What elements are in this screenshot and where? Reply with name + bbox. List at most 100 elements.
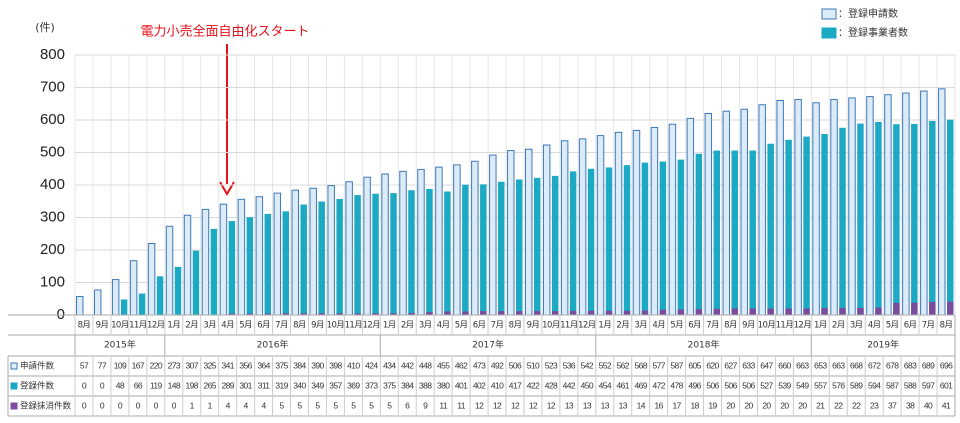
registered-bar — [282, 211, 289, 315]
registered-bar — [551, 175, 559, 315]
application-bar — [381, 173, 389, 316]
cancelled-bar — [408, 313, 415, 315]
table-cell: 5 — [279, 400, 284, 410]
application-bar — [327, 185, 335, 316]
registered-bar — [264, 213, 272, 315]
application-bar — [147, 243, 156, 316]
table-cell: 506 — [742, 380, 755, 390]
application-bar — [219, 203, 228, 316]
table-cell: 462 — [455, 360, 468, 370]
table-cell: 12 — [493, 400, 502, 410]
table-cell: 678 — [886, 360, 899, 370]
table-cell: 506 — [724, 380, 737, 390]
x-tick-label: 11月 — [345, 321, 363, 331]
cancelled-bar — [516, 311, 523, 315]
x-tick-label: 2月 — [616, 321, 629, 331]
y-tick-label: 500 — [40, 143, 65, 160]
table-cell: 390 — [311, 360, 324, 370]
cancelled-bar — [929, 302, 936, 315]
table-cell: 5 — [297, 400, 302, 410]
table-cell: 388 — [419, 380, 432, 390]
table-cell: 0 — [118, 400, 123, 410]
x-tick-label: 5月 — [670, 321, 683, 331]
x-tick-label: 9月 — [742, 321, 755, 331]
cancelled-bar — [821, 308, 828, 315]
registered-bar — [731, 150, 738, 315]
cancelled-bar — [857, 307, 864, 315]
table-cell: 375 — [275, 360, 288, 370]
table-cell: 357 — [329, 380, 342, 390]
application-bar — [291, 189, 299, 316]
x-tick-label: 6月 — [473, 321, 486, 331]
x-tick-label: 7月 — [275, 321, 288, 331]
application-bar — [255, 196, 264, 316]
cancelled-bar — [803, 308, 810, 315]
application-bar — [76, 295, 84, 316]
registered-bar — [246, 217, 254, 315]
x-tick-label: 9月 — [96, 321, 109, 331]
registered-bar — [569, 171, 577, 315]
application-bar — [866, 96, 874, 316]
y-tick-label: 700 — [40, 78, 65, 95]
table-cell: 663 — [832, 360, 845, 370]
cancelled-bar — [875, 307, 882, 315]
table-cell: 19 — [708, 400, 717, 410]
table-cell: 341 — [221, 360, 234, 370]
table-cell: 401 — [455, 380, 468, 390]
table-cell: 0 — [100, 380, 105, 390]
table-cell: 660 — [778, 360, 791, 370]
cancelled-bar — [695, 309, 703, 315]
cancelled-bar — [839, 307, 846, 315]
application-bar — [758, 104, 766, 316]
cancelled-bar — [893, 302, 900, 315]
registered-bar — [354, 195, 361, 315]
cancelled-bar — [228, 313, 236, 315]
x-tick-label: 10月 — [542, 321, 560, 331]
table-cell: 588 — [904, 380, 917, 390]
application-bar — [884, 94, 892, 316]
table-cell: 576 — [832, 380, 845, 390]
year-label: 2015年 — [104, 339, 136, 351]
table-cell: 647 — [760, 360, 773, 370]
table-cell: 20 — [798, 400, 807, 410]
table-cell: 589 — [850, 380, 863, 390]
annotation: 電力小売全面自由化スタート — [140, 24, 309, 40]
application-bar — [273, 192, 282, 316]
registered-bar — [462, 184, 469, 315]
cancelled-bar — [462, 311, 469, 315]
table-cell: 22 — [852, 400, 861, 410]
table-cell: 523 — [545, 360, 558, 370]
x-tick-label: 2月 — [832, 321, 845, 331]
registered-bar — [695, 153, 703, 315]
year-label: 2019年 — [867, 339, 899, 351]
x-tick-label: 6月 — [688, 321, 701, 331]
table-cell: 627 — [724, 360, 737, 370]
row-label: 登録件数 — [20, 381, 55, 392]
cancelled-bar — [947, 301, 954, 315]
table-cell: 594 — [868, 380, 881, 390]
table-cell: 148 — [168, 380, 181, 390]
table-cell: 16 — [655, 400, 664, 410]
table-cell: 597 — [922, 380, 935, 390]
y-tick-label: 100 — [40, 273, 65, 290]
table-cell: 422 — [527, 380, 540, 390]
y-tick-label: 600 — [40, 111, 65, 128]
table-cell: 307 — [186, 360, 199, 370]
table-cell: 454 — [599, 380, 612, 390]
table-cell: 605 — [688, 360, 701, 370]
table-cell: 375 — [383, 380, 396, 390]
cancelled-bar — [605, 310, 613, 315]
x-tick-label: 4月 — [437, 321, 450, 331]
row-swatch — [10, 382, 18, 390]
table-cell: 527 — [760, 380, 773, 390]
table-cell: 4 — [244, 400, 249, 410]
table-cell: 549 — [796, 380, 809, 390]
application-bar — [345, 181, 353, 316]
table-cell: 13 — [565, 400, 574, 410]
table-cell: 683 — [904, 360, 917, 370]
registered-bar — [749, 150, 756, 315]
table-cell: 0 — [82, 380, 87, 390]
y-axis-label: (件) — [35, 21, 55, 34]
year-label: 2018年 — [688, 339, 720, 351]
x-tick-label: 8月 — [724, 321, 737, 331]
